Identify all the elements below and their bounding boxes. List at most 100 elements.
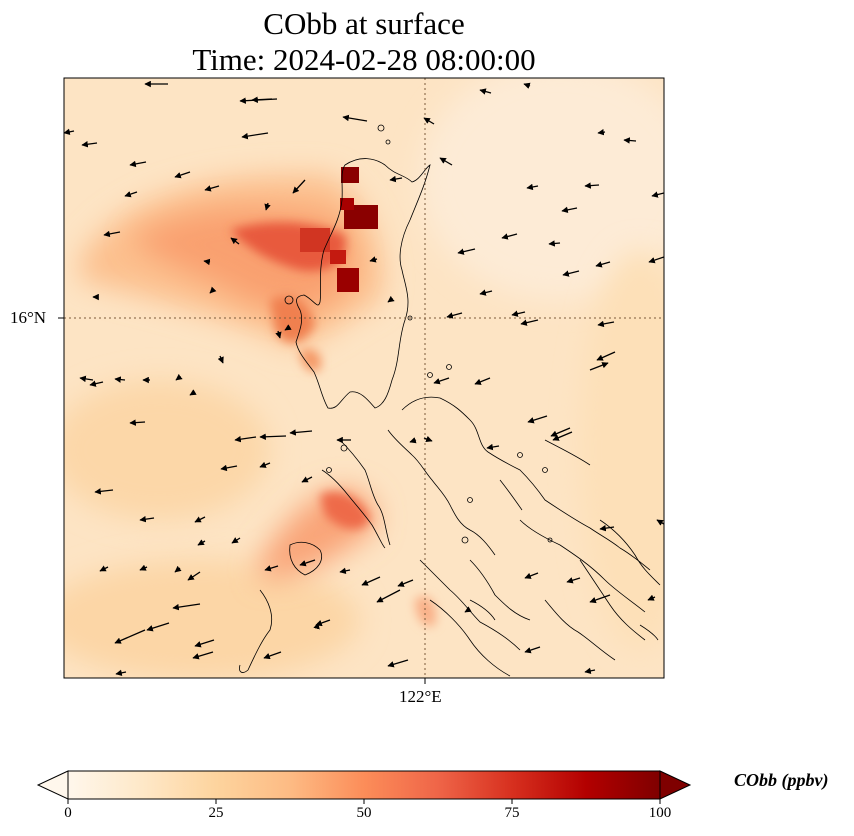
colorbar-ticks (67, 799, 661, 804)
colorbar (36, 770, 692, 804)
arrow-icon (597, 320, 615, 328)
arrow-icon (548, 240, 561, 247)
arrow-icon (209, 286, 217, 294)
arrow-icon (189, 389, 197, 396)
concentration-field (64, 78, 664, 678)
arrow-icon (561, 206, 578, 214)
colorbar-tick-label: 50 (356, 805, 372, 821)
arrow-icon (194, 639, 215, 648)
arrow-icon (486, 443, 500, 451)
arrow-icon (511, 310, 526, 317)
arrow-icon (230, 237, 240, 245)
arrow-icon (231, 537, 241, 544)
arrow-icon (439, 157, 453, 166)
arrow-icon (339, 567, 351, 575)
arrow-icon (172, 603, 201, 611)
arrow-icon (251, 96, 273, 103)
arrow-icon (139, 515, 155, 523)
lat-label: 16°N (10, 308, 47, 327)
colorbar-tick-label: 100 (648, 805, 672, 821)
arrow-icon (103, 230, 121, 238)
arrow-icon (342, 114, 368, 122)
arrow-icon (174, 565, 182, 573)
arrow-icon (599, 524, 615, 532)
arrow-icon (264, 202, 271, 211)
colorbar-tick-label: 25 (208, 805, 224, 821)
arrow-icon (292, 179, 306, 194)
arrow-icon (234, 435, 257, 443)
arrow-icon (174, 171, 191, 179)
arrow-icon (623, 137, 637, 144)
arrow-icon (550, 427, 571, 437)
arrow-icon (94, 488, 114, 495)
hotspot-4 (300, 228, 330, 252)
arrow-icon (369, 256, 378, 263)
arrow-icon (595, 261, 611, 268)
arrow-icon (409, 437, 417, 444)
arrow-icon (289, 429, 313, 436)
hotspot-3 (337, 268, 359, 292)
arrow-icon (192, 651, 214, 660)
arrow-icon (656, 519, 664, 526)
lon-label: 122°E (399, 687, 442, 706)
arrow-icon (187, 571, 201, 581)
arrow-icon (275, 330, 282, 339)
arrow-icon (457, 248, 476, 255)
arrow-icon (217, 355, 224, 364)
arrow-icon (220, 464, 238, 472)
arrow-icon (524, 646, 541, 654)
colorbar-gradient (68, 771, 660, 799)
arrow-icon (596, 351, 616, 361)
arrow-icon (523, 82, 531, 89)
north-plume (80, 174, 383, 372)
hotspot-3b (330, 250, 346, 264)
arrow-icon (651, 191, 664, 198)
arrow-icon (584, 182, 600, 189)
arrow-icon (361, 576, 381, 586)
arrow-icon (648, 256, 664, 264)
arrow-icon (204, 185, 220, 192)
arrow-icon (520, 319, 539, 326)
arrow-icon (315, 619, 331, 627)
arrow-icon (259, 433, 287, 441)
arrow-icon (114, 376, 126, 383)
arrow-icon (81, 141, 98, 148)
south-plume (260, 488, 436, 627)
arrow-icon (376, 589, 401, 603)
map-frame (63, 77, 665, 679)
arrow-icon (203, 258, 211, 266)
hotspot-2b (340, 198, 354, 210)
arrow-icon (263, 651, 282, 660)
hotspot-1 (341, 167, 359, 183)
arrow-icon (387, 659, 409, 668)
arrow-icon (433, 377, 450, 385)
arrow-icon (589, 594, 611, 604)
arrow-icon (79, 375, 94, 383)
arrow-icon (584, 667, 596, 675)
arrow-icon (114, 629, 146, 644)
arrow-icon (527, 415, 548, 424)
arrow-icon (241, 132, 269, 140)
colorbar-min-extend (36, 770, 69, 800)
arrow-icon (284, 324, 292, 331)
arrow-icon (566, 577, 581, 584)
arrow-icon (129, 419, 146, 426)
arrow-icon (194, 516, 206, 523)
map-title-line1: CObb at surface (263, 6, 465, 41)
arrow-icon (423, 117, 435, 125)
arrow-icon (89, 380, 104, 387)
arrow-icon (301, 476, 313, 483)
arrow-icon (299, 559, 316, 567)
arrow-icon (99, 565, 109, 572)
arrow-icon (259, 461, 271, 468)
arrow-icon (139, 564, 148, 571)
map-title-line2: Time: 2024-02-28 08:00:00 (192, 42, 536, 77)
arrow-icon (115, 669, 127, 677)
colorbar-tick-label: 0 (64, 805, 72, 821)
arrow-icon (129, 160, 147, 168)
arrow-icon (501, 233, 518, 240)
colorbar-max-extend (659, 770, 692, 800)
arrow-icon (197, 539, 206, 546)
arrow-icon (552, 431, 573, 441)
